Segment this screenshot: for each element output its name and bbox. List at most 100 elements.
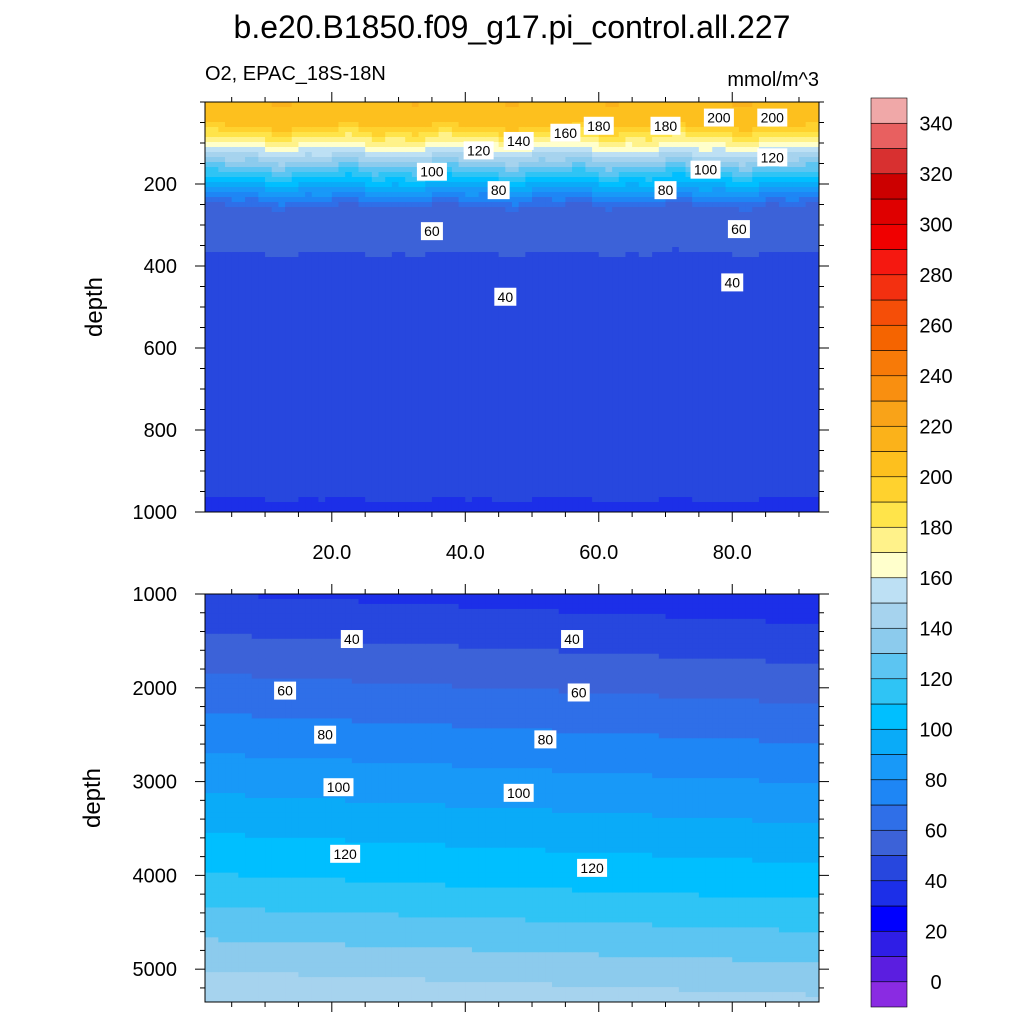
contour-fill-cell (258, 447, 266, 453)
contour-fill-cell (391, 192, 400, 198)
contour-fill-cell (512, 307, 520, 313)
contour-fill-cell (505, 267, 513, 273)
contour-fill-cell (451, 377, 460, 383)
contour-fill-cell (491, 317, 500, 323)
contour-fill-cell (245, 342, 253, 348)
contour-fill-cell (298, 477, 306, 483)
contour-fill-cell (451, 147, 460, 153)
contour-fill-cell (578, 452, 587, 458)
contour-fill-cell (532, 337, 540, 343)
contour-fill-cell (545, 152, 553, 158)
contour-fill-cell (278, 167, 286, 173)
contour-fill-cell (365, 237, 373, 243)
contour-fill-cell (405, 367, 413, 373)
contour-fill-cell (558, 432, 566, 438)
contour-fill-cell (385, 462, 393, 468)
contour-fill-cell (298, 482, 306, 488)
contour-fill-cell (545, 207, 553, 213)
contour-fill-cell (411, 172, 420, 178)
contour-fill-cell (505, 102, 513, 108)
contour-fill-cell (245, 282, 253, 288)
contour-fill-cell (318, 182, 326, 188)
contour-fill-cell (251, 152, 259, 158)
contour-fill-cell (278, 217, 286, 223)
contour-fill-cell (485, 332, 493, 338)
contour-fill-cell (251, 312, 259, 318)
contour-fill-cell (251, 397, 259, 403)
contour-fill-cell (318, 447, 326, 453)
contour-fill-cell (525, 182, 533, 188)
contour-fill-cell (371, 152, 380, 158)
contour-fill-cell (211, 427, 219, 433)
contour-fill-cell (552, 397, 560, 403)
contour-fill-cell (378, 377, 386, 383)
contour-fill-cell (385, 472, 393, 478)
contour-fill-cell (538, 462, 546, 468)
contour-fill-cell (438, 332, 446, 338)
contour-fill-cell (445, 307, 453, 313)
contour-fill-cell (598, 217, 607, 223)
contour-fill-cell (572, 502, 580, 508)
contour-fill-cell (331, 507, 340, 512)
contour-fill-cell (565, 202, 573, 208)
contour-fill-cell (572, 282, 580, 288)
contour-fill-cell (565, 437, 573, 443)
contour-fill-cell (238, 137, 246, 143)
contour-fill-cell (471, 482, 480, 488)
contour-fill-cell (251, 272, 259, 278)
contour-fill-cell (265, 447, 273, 453)
contour-fill-cell (605, 157, 613, 163)
contour-fill-cell (211, 312, 219, 318)
contour-fill-cell (285, 182, 293, 188)
contour-fill-cell (358, 252, 366, 258)
contour-fill-cell (398, 417, 406, 423)
contour-fill-cell (345, 212, 353, 218)
contour-fill-cell (391, 477, 400, 483)
contour-fill-cell (498, 327, 506, 333)
contour-fill-cell (231, 442, 239, 448)
contour-fill-cell (538, 302, 546, 308)
contour-fill-cell (305, 402, 313, 408)
contour-fill-cell (578, 372, 587, 378)
contour-fill-cell (471, 207, 480, 213)
contour-fill-cell (251, 472, 259, 478)
contour-fill-cell (505, 372, 513, 378)
contour-fill-cell (485, 262, 493, 268)
contour-fill-cell (345, 142, 353, 148)
contour-fill-cell (525, 382, 533, 388)
contour-fill-cell (445, 192, 453, 198)
contour-fill-cell (598, 152, 607, 158)
contour-fill-cell (465, 267, 473, 273)
contour-fill-cell (231, 217, 239, 223)
contour-fill-cell (351, 102, 360, 108)
contour-fill-cell (538, 152, 546, 158)
contour-fill-cell (238, 492, 246, 498)
contour-fill-cell (345, 407, 353, 413)
contour-fill-cell (478, 337, 486, 343)
contour-fill-cell (438, 137, 446, 143)
contour-fill-cell (552, 322, 560, 328)
contour-fill-cell (398, 157, 406, 163)
contour-fill-cell (218, 332, 226, 338)
contour-fill-cell (251, 107, 259, 113)
contour-fill-cell (411, 382, 420, 388)
contour-fill-cell (445, 397, 453, 403)
contour-fill-cell (225, 387, 233, 393)
contour-fill-cell (225, 427, 233, 433)
contour-fill-cell (218, 272, 226, 278)
contour-fill-cell (278, 462, 286, 468)
contour-fill-cell (278, 232, 286, 238)
contour-fill-cell (565, 337, 573, 343)
contour-fill-cell (331, 107, 340, 113)
contour-fill-cell (391, 257, 400, 263)
contour-fill-cell (405, 342, 413, 348)
contour-fill-cell (605, 227, 613, 233)
contour-fill-cell (572, 222, 580, 228)
contour-fill-cell (205, 337, 213, 343)
contour-fill-cell (431, 212, 440, 218)
contour-fill-cell (532, 232, 540, 238)
contour-fill-cell (598, 407, 607, 413)
contour-fill-cell (578, 502, 587, 508)
contour-fill-cell (525, 372, 533, 378)
contour-fill-cell (572, 302, 580, 308)
